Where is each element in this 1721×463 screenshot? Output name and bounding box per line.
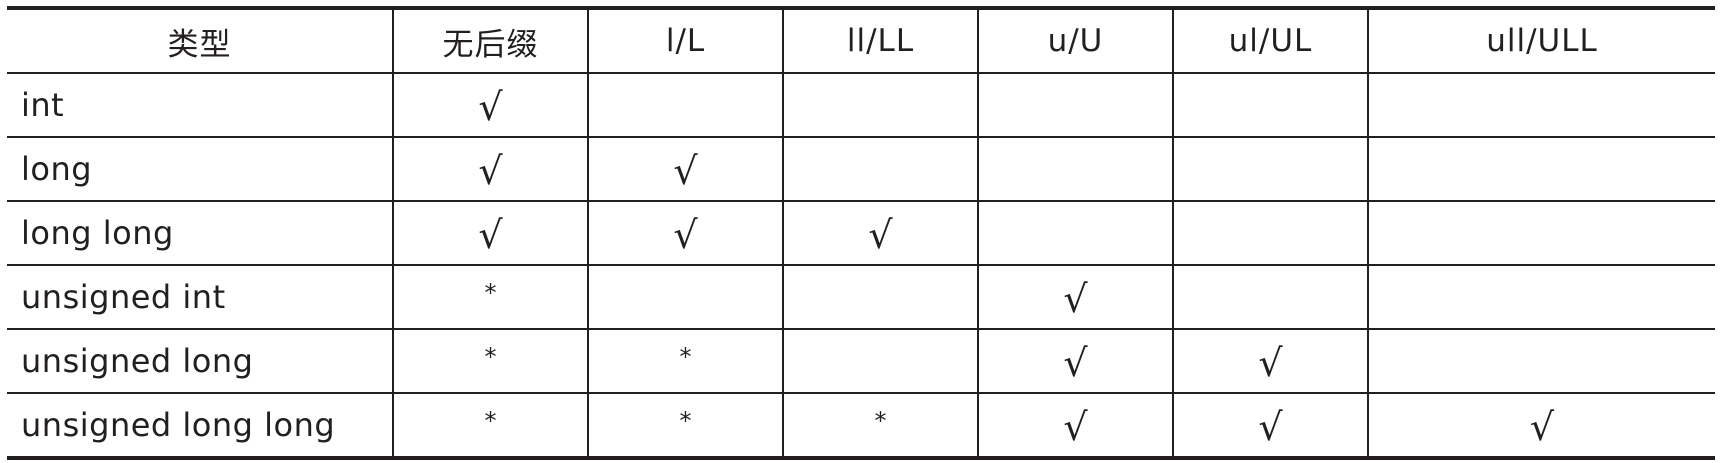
check-mark: √ — [478, 213, 503, 257]
check-mark: √ — [868, 213, 893, 257]
type-name-cell: int — [7, 73, 394, 138]
cell-l-suffix: * — [587, 329, 784, 394]
cell-ull-suffix — [1367, 265, 1715, 330]
asterisk-mark: * — [484, 279, 497, 307]
cell-u-suffix: √ — [977, 329, 1174, 394]
cell-l-suffix: √ — [587, 137, 784, 202]
cell-no-suffix: * — [392, 329, 589, 394]
asterisk-mark: * — [484, 343, 497, 371]
asterisk-mark: * — [679, 407, 692, 435]
type-name-cell: unsigned int — [7, 265, 394, 330]
cell-ul-suffix — [1172, 265, 1369, 330]
check-mark: √ — [1258, 405, 1283, 449]
asterisk-mark: * — [484, 407, 497, 435]
table-row: unsigned long * * √ √ — [7, 329, 1715, 394]
cell-u-suffix — [977, 201, 1174, 266]
cell-no-suffix: √ — [392, 137, 589, 202]
cell-u-suffix — [977, 73, 1174, 138]
header-l-suffix: l/L — [587, 8, 784, 74]
type-name-cell: unsigned long — [7, 329, 394, 394]
cell-ll-suffix — [782, 329, 979, 394]
check-mark: √ — [1063, 341, 1088, 385]
cell-u-suffix — [977, 137, 1174, 202]
check-mark: √ — [673, 149, 698, 193]
cell-ull-suffix — [1367, 137, 1715, 202]
cell-ul-suffix: √ — [1172, 329, 1369, 394]
cell-u-suffix: √ — [977, 393, 1174, 458]
cell-ll-suffix — [782, 73, 979, 138]
cell-ull-suffix: √ — [1367, 393, 1715, 458]
table-body: int √ long √ √ long long √ √ √ unsigned int * √ unsi… — [7, 73, 1715, 458]
cell-ull-suffix — [1367, 201, 1715, 266]
cell-l-suffix — [587, 73, 784, 138]
table-row: unsigned long long * * * √ √ √ — [7, 393, 1715, 458]
cell-ll-suffix — [782, 137, 979, 202]
cell-l-suffix: √ — [587, 201, 784, 266]
header-type: 类型 — [7, 8, 394, 74]
table-row: long √ √ — [7, 137, 1715, 202]
cell-ul-suffix — [1172, 137, 1369, 202]
cell-no-suffix: √ — [392, 201, 589, 266]
asterisk-mark: * — [679, 343, 692, 371]
cell-l-suffix — [587, 265, 784, 330]
cell-ul-suffix: √ — [1172, 393, 1369, 458]
cell-no-suffix: * — [392, 393, 589, 458]
asterisk-mark: * — [874, 407, 887, 435]
header-u-suffix: u/U — [977, 8, 1174, 74]
cell-ul-suffix — [1172, 73, 1369, 138]
header-row: 类型 无后缀 l/L ll/LL u/U ul/UL ull/ULL — [7, 8, 1715, 74]
cell-u-suffix: √ — [977, 265, 1174, 330]
check-mark: √ — [673, 213, 698, 257]
type-name-cell: long long — [7, 201, 394, 266]
cell-ll-suffix — [782, 265, 979, 330]
cell-no-suffix: * — [392, 265, 589, 330]
check-mark: √ — [1529, 405, 1555, 449]
check-mark: √ — [478, 85, 503, 129]
check-mark: √ — [1258, 341, 1283, 385]
check-mark: √ — [1063, 405, 1088, 449]
table-row: unsigned int * √ — [7, 265, 1715, 330]
cell-l-suffix: * — [587, 393, 784, 458]
cell-ull-suffix — [1367, 73, 1715, 138]
table-row: long long √ √ √ — [7, 201, 1715, 266]
header-ul-suffix: ul/UL — [1172, 8, 1369, 74]
header-ull-suffix: ull/ULL — [1367, 8, 1715, 74]
header-no-suffix: 无后缀 — [392, 8, 589, 74]
check-mark: √ — [1063, 277, 1088, 321]
cell-ll-suffix: √ — [782, 201, 979, 266]
cell-no-suffix: √ — [392, 73, 589, 138]
cell-ul-suffix — [1172, 201, 1369, 266]
cell-ull-suffix — [1367, 329, 1715, 394]
table-row: int √ — [7, 73, 1715, 138]
type-name-cell: unsigned long long — [7, 393, 394, 458]
check-mark: √ — [478, 149, 503, 193]
cell-ll-suffix: * — [782, 393, 979, 458]
header-ll-suffix: ll/LL — [782, 8, 979, 74]
type-name-cell: long — [7, 137, 394, 202]
integer-literal-suffix-table: 类型 无后缀 l/L ll/LL u/U ul/UL ull/ULL int √ l… — [7, 6, 1715, 460]
